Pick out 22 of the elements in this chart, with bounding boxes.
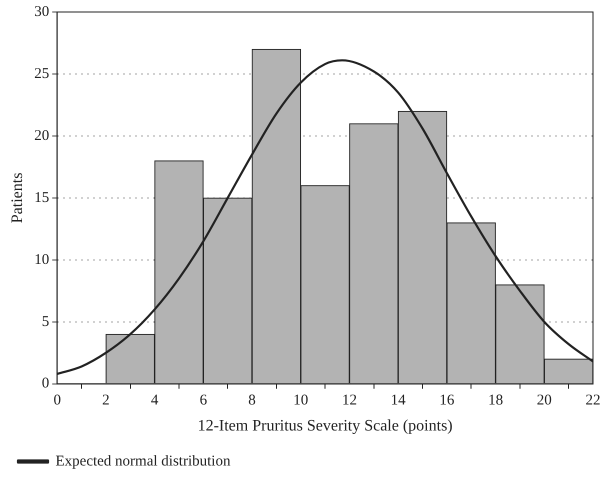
y-tick-label: 15: [34, 190, 50, 206]
x-tick-label: 6: [200, 392, 208, 409]
x-tick-label: 14: [390, 392, 406, 409]
x-tick-label: 18: [488, 392, 504, 409]
legend-label: Expected normal distribution: [56, 453, 231, 470]
x-tick-label: 12: [342, 392, 357, 409]
x-axis-title: 12-Item Pruritus Severity Scale (points): [198, 418, 453, 435]
y-tick-label: 5: [42, 314, 50, 330]
x-tick-label: 8: [248, 392, 256, 409]
x-tick-label: 0: [53, 392, 61, 409]
x-tick-label: 2: [102, 392, 110, 409]
y-tick-label: 10: [34, 252, 50, 268]
y-tick-label: 25: [34, 66, 50, 82]
x-tick-label: 22: [586, 392, 600, 409]
y-axis-title: Patients: [8, 172, 26, 224]
y-tick-label: 30: [34, 4, 50, 20]
y-tick-label: 0: [42, 376, 50, 392]
x-tick-label: 10: [293, 392, 308, 409]
y-tick-label: 20: [34, 128, 50, 144]
x-tick-label: 16: [439, 392, 455, 409]
x-tick-label: 20: [536, 392, 552, 409]
x-tick-label: 4: [150, 392, 159, 409]
